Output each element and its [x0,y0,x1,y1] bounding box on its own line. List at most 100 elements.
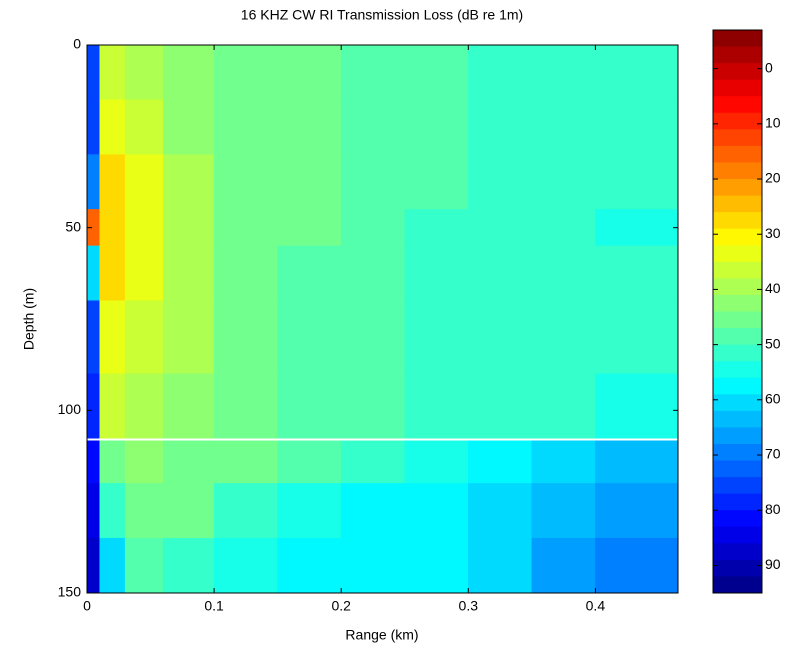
heatmap-cell [163,245,215,301]
heatmap-cell [99,439,126,484]
y-tick-label: 100 [58,401,82,417]
heatmap-cell [468,99,533,155]
y-tick-label: 50 [65,218,81,234]
colorbar-band [713,344,762,362]
colorbar-band [713,311,762,329]
colorbar-tick-label: 10 [765,115,781,131]
plot-frame [86,44,679,594]
heatmap-cell [404,483,469,539]
heatmap-cell [595,373,679,440]
heatmap-cell [86,483,100,539]
colorbar-band [713,112,762,130]
heatmap-cell [404,373,469,440]
heatmap-cell [595,209,679,247]
heatmap-cell [124,154,164,210]
heatmap-cell [99,245,126,301]
heatmap-cell [163,439,215,484]
colorbar-band [713,294,762,312]
heatmap-cell [468,483,533,539]
heatmap-cell [277,245,342,301]
colorbar-band [713,394,762,412]
heatmap-cell [163,209,215,247]
colorbar-band [713,460,762,478]
colorbar-band [713,477,762,495]
colorbar-band [713,145,762,163]
heatmap-cell [404,44,469,101]
heatmap-cell [99,537,126,594]
heatmap-cell [213,245,278,301]
heatmap-cell [404,537,469,594]
heatmap-cell [213,300,278,375]
heatmap-cell [468,44,533,101]
heatmap-cell [86,154,100,210]
heatmap-cell [163,537,215,594]
heatmap-cell [99,99,126,155]
y-axis-label: Depth (m) [21,288,37,350]
colorbar-band [713,79,762,97]
heatmap-cell [86,373,100,440]
heatmap-cell [124,537,164,594]
colorbar-band [713,179,762,197]
heatmap-cell [213,483,278,539]
heatmap-cell [595,245,679,301]
heatmap-cell [531,209,596,247]
heatmap-cell [531,439,596,484]
heatmap-cell [163,483,215,539]
heatmap-cell [213,439,278,484]
heatmap-cell [99,154,126,210]
colorbar-band [713,63,762,81]
heatmap-cell [163,373,215,440]
heatmap-cell [124,373,164,440]
colorbar-frame [712,29,763,594]
heatmap-cell [213,537,278,594]
heatmap-cell [213,99,278,155]
heatmap-cell [595,483,679,539]
colorbar-band [713,212,762,230]
heatmap-cell [277,537,342,594]
heatmap-cell [86,439,100,484]
heatmap-cell [86,245,100,301]
heatmap-cell [404,154,469,210]
heatmap-cell [340,209,405,247]
x-tick-label: 0 [83,598,91,614]
y-tick-label: 150 [58,584,82,600]
heatmap-cell [277,44,342,101]
colorbar-band [713,228,762,246]
heatmap-cell [340,154,405,210]
chart-title: 16 KHZ CW RI Transmission Loss (dB re 1m… [241,7,523,23]
heatmap-cell [340,537,405,594]
x-axis-label: Range (km) [345,627,418,643]
heatmap-cell [124,483,164,539]
x-tick-label: 0.2 [331,598,351,614]
heatmap-cell [277,483,342,539]
colorbar-tick-label: 90 [765,556,781,572]
heatmap-cell [99,483,126,539]
heatmap-cell [531,373,596,440]
colorbar-band [713,162,762,180]
heatmap-cell [86,300,100,375]
heatmap-cell [99,300,126,375]
heatmap-cell [595,44,679,101]
heatmap-cell [163,300,215,375]
heatmap-cell [531,245,596,301]
heatmap-cell [468,245,533,301]
heatmap-cell [99,209,126,247]
x-tick-label: 0.4 [586,598,606,614]
colorbar-band [713,559,762,577]
heatmap-cell [404,439,469,484]
heatmap-cell [213,44,278,101]
heatmap-cell [340,245,405,301]
colorbar-band [713,510,762,528]
heatmap-cell [277,99,342,155]
heatmap-cell [531,300,596,375]
heatmap-cell [340,373,405,440]
heatmap-cell [277,300,342,375]
heatmap-cell [163,154,215,210]
heatmap-cell [124,439,164,484]
colorbar-tick-label: 80 [765,501,781,517]
heatmap-cell [124,300,164,375]
heatmap-cell [404,99,469,155]
colorbar-tick-label: 60 [765,391,781,407]
colorbar-band [713,96,762,114]
